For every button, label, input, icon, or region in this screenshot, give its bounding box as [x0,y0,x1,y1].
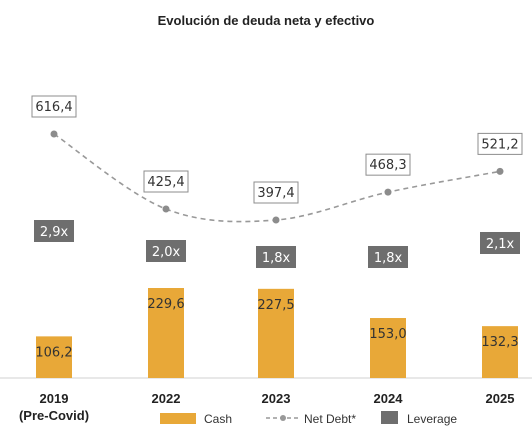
x-tick-label-2: 2023 [262,391,291,406]
legend: Cash Net Debt* Leverage [160,411,457,426]
cash-value-label-2: 227,5 [257,298,294,313]
net-debt-point-2 [272,216,280,224]
x-tick-label-1: 2022 [152,391,181,406]
cash-bars: 106,2 229,6 227,5 153,0 132,3 [35,288,519,378]
cash-bar-4 [482,326,518,378]
cash-bar-0 [36,336,72,378]
net-debt-value-label-2: 397,4 [257,186,294,201]
legend-net-debt-marker [280,415,286,421]
leverage-value-label-1: 2,0x [152,245,181,260]
net-debt-point-4 [496,167,504,175]
leverage-value-label-4: 2,1x [486,237,515,252]
cash-value-label-3: 153,0 [369,327,406,342]
net-debt-point-1 [162,205,170,213]
net-debt-value-label-4: 521,2 [481,137,518,152]
x-tick-label-0: 2019 [40,391,69,406]
net-debt-label-box-0 [31,95,77,118]
net-debt-value-label-1: 425,4 [147,175,184,190]
legend-leverage-label: Leverage [407,412,457,426]
leverage-badge-3 [368,246,408,268]
x-tick-label-0-sub: (Pre-Covid) [19,408,89,423]
legend-cash-swatch [160,413,196,424]
legend-net-debt-label: Net Debt* [304,412,356,426]
leverage-value-label-3: 1,8x [374,251,403,266]
cash-bar-2 [258,288,294,378]
leverage-badge-0 [34,220,74,242]
legend-cash-label: Cash [204,412,232,426]
net-debt-label-box-3 [365,153,411,176]
leverage-badge-1 [146,240,186,262]
net-debt-value-label-3: 468,3 [369,158,406,173]
net-debt-point-0 [50,130,58,138]
net-debt-label-box-1 [143,170,189,193]
net-debt-label-box-2 [253,181,299,204]
x-tick-label-4: 2025 [486,391,515,406]
x-tick-label-3: 2024 [374,391,404,406]
leverage-value-label-2: 1,8x [262,251,291,266]
leverage-badges: 2,9x 2,0x 1,8x 1,8x 2,1x [34,220,520,268]
leverage-badge-2 [256,246,296,268]
x-axis-labels: 2019 (Pre-Covid) 2022 2023 2024 2025 [19,391,514,423]
net-debt-value-label-0: 616,4 [35,100,72,115]
net-debt-curve [53,133,501,223]
chart-title: Evolución de deuda neta y efectivo [158,13,375,28]
cash-value-label-4: 132,3 [481,335,518,350]
cash-value-label-0: 106,2 [35,345,72,360]
net-debt-point-3 [384,188,392,196]
cash-bar-1 [148,288,184,378]
cash-value-label-1: 229,6 [147,297,184,312]
legend-leverage-swatch [381,411,398,424]
net-debt-line: 616,4 425,4 397,4 468,3 521,2 [31,95,523,224]
net-debt-label-box-4 [477,132,523,155]
cash-bar-3 [370,318,406,378]
leverage-value-label-0: 2,9x [40,225,69,240]
leverage-badge-4 [480,232,520,254]
